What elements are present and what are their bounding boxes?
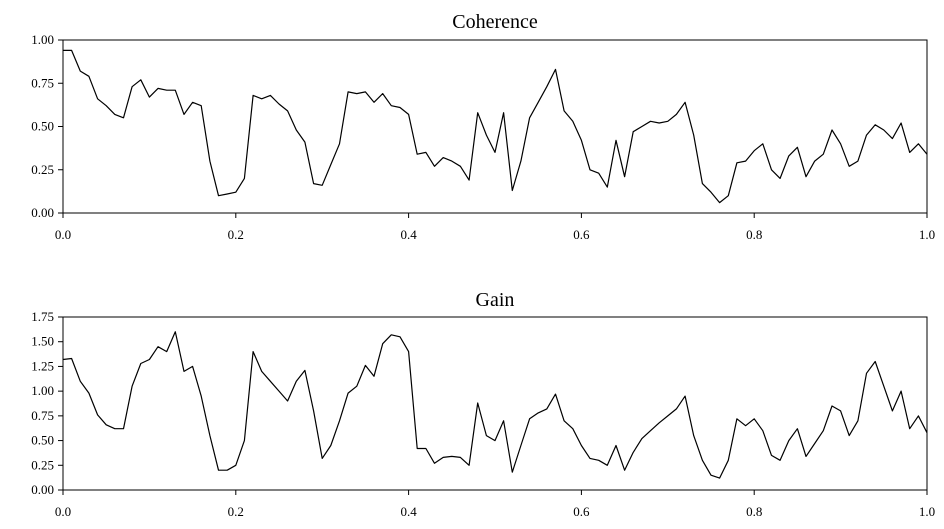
coherence-panel: Coherence 0.00 0.25 0.50 0.75 1.00 0.0 0.2 0.4… [31, 11, 935, 242]
gain-y-tick-label: 1.25 [31, 358, 54, 373]
gain-y-tick-label: 0.25 [31, 457, 54, 472]
coherence-y-tick-label: 0.75 [31, 75, 54, 90]
gain-y-tick-label: 1.00 [31, 383, 54, 398]
coherence-x-tick-label: 0.2 [228, 227, 244, 242]
coherence-y-tick-label: 1.00 [31, 32, 54, 47]
coherence-x-tick-label: 0.4 [400, 227, 417, 242]
gain-title: Gain [476, 289, 515, 311]
gain-panel: Gain 0.00 0.25 0.50 0.75 1.00 1.25 1.50 1.75 0.… [31, 289, 935, 519]
gain-x-tick-label: 0.4 [400, 504, 417, 519]
coherence-plot-frame [62, 39, 928, 214]
gain-x-tick-label: 0.8 [746, 504, 762, 519]
gain-y-tick-label: 0.50 [31, 433, 54, 448]
coherence-y-tick-label: 0.00 [31, 205, 54, 220]
coherence-x-tick-label: 1.0 [919, 227, 935, 242]
coherence-y-tick-label: 0.25 [31, 162, 54, 177]
gain-line [62, 331, 928, 479]
gain-x-tick-label: 0.6 [573, 504, 590, 519]
coherence-y-axis: 0.00 0.25 0.50 0.75 1.00 [31, 32, 63, 220]
coherence-title: Coherence [452, 11, 538, 33]
gain-y-tick-label: 1.75 [31, 309, 54, 324]
gain-y-axis: 0.00 0.25 0.50 0.75 1.00 1.25 1.50 1.75 [31, 309, 63, 497]
coherence-line [63, 49, 928, 204]
coherence-y-tick-label: 0.50 [31, 119, 54, 134]
gain-y-tick-label: 1.50 [31, 334, 54, 349]
gain-x-tick-label: 1.0 [919, 504, 935, 519]
coherence-x-tick-label: 0.8 [746, 227, 762, 242]
coherence-x-tick-label: 0.0 [55, 227, 71, 242]
gain-x-axis: 0.0 0.2 0.4 0.6 0.8 1.0 [55, 490, 935, 519]
coherence-x-axis: 0.0 0.2 0.4 0.6 0.8 1.0 [55, 213, 935, 242]
gain-y-tick-label: 0.00 [31, 482, 54, 497]
coherence-x-tick-label: 0.6 [573, 227, 590, 242]
gain-x-tick-label: 0.2 [228, 504, 244, 519]
gain-x-tick-label: 0.0 [55, 504, 71, 519]
gain-y-tick-label: 0.75 [31, 408, 54, 423]
gain-plot-frame [62, 316, 928, 491]
